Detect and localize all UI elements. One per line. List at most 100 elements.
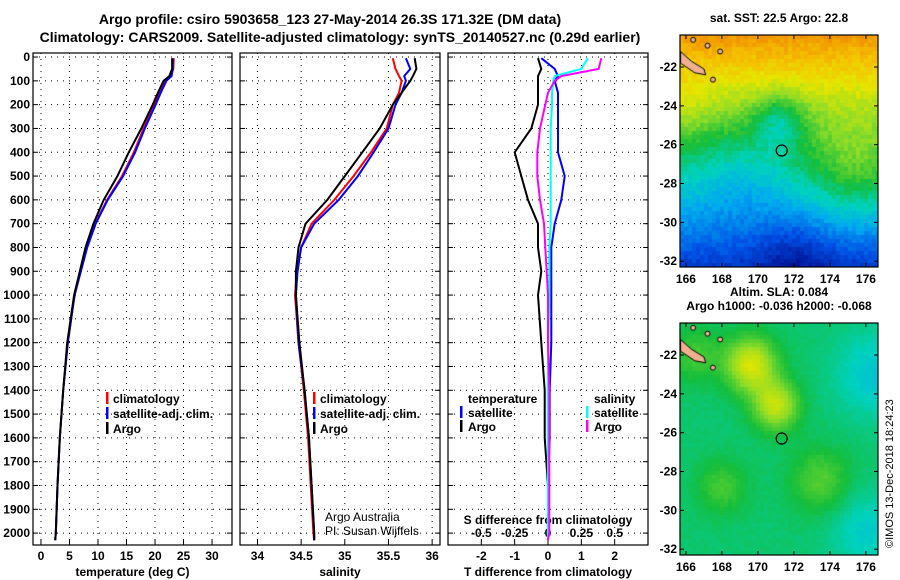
depth-tick-label: 300 [10,121,30,135]
depth-tick-label: 600 [10,193,30,207]
depth-tick-label: 1400 [3,383,30,397]
x-tick-label: 1 [578,549,585,563]
salinity-panel-frame [239,52,441,546]
x-tick-label: -1 [509,549,520,563]
lat-tick-label: -26 [660,138,678,152]
x-tick-label: -2 [476,549,487,563]
map-title: Argo h1000: -0.036 h2000: -0.068 [686,299,872,313]
x-tick-label: 2 [611,549,618,563]
depth-tick-label: 1600 [3,431,30,445]
legend-swatch [313,422,316,434]
depth-tick-label: 1500 [3,407,30,421]
lon-tick-label: 174 [820,560,840,574]
x-tick-label: 30 [205,549,219,563]
lat-tick-label: -32 [660,542,678,556]
legend-title: salinity [594,392,636,406]
x-tick-label: 36 [425,549,439,563]
legend-label: climatology [320,392,387,406]
depth-tick-label: 1300 [3,359,30,373]
lon-tick-label: 176 [856,272,876,286]
legend-swatch [313,407,316,419]
lat-tick-label: -30 [660,215,678,229]
depth-tick-label: 100 [10,74,30,88]
lat-tick-label: -24 [660,99,678,113]
legend-label: Argo [594,420,622,434]
legend-label: Argo [468,420,496,434]
depth-tick-label: 1900 [3,502,30,516]
legend-swatch [586,406,589,418]
watermark: ©IMOS 13-Dec-2018 18:24:23 [884,399,896,548]
depth-tick-label: 1000 [3,288,30,302]
series-line-argo [294,58,418,541]
lon-tick-label: 170 [748,560,768,574]
x-tick-label: 0 [38,549,45,563]
x-axis-label: T difference from climatology [464,565,632,579]
x-tick-label: 0 [545,549,552,563]
legend-label: satellite [468,406,513,420]
sla-map-image [680,323,878,555]
legend-title: temperature [468,392,538,406]
series-line-salinity-argo [536,57,603,541]
argo-position-marker [775,144,788,157]
lat-tick-label: -26 [660,426,678,440]
x-tick-label: 20 [148,549,162,563]
x-tick-label: 35 [338,549,352,563]
lon-tick-label: 176 [856,560,876,574]
legend-label: climatology [113,392,180,406]
x-tick-label: 25 [177,549,191,563]
series-line-temperature-satellite [540,57,566,541]
lon-tick-label: 174 [820,272,840,286]
s-tick-label: -0.25 [501,526,529,540]
lon-tick-label: 172 [784,272,804,286]
legend-swatch [586,420,589,432]
map-title: Altim. SLA: 0.084 [730,285,828,299]
series-line-argo [54,58,174,541]
series-line-salinity-satellite [547,57,589,541]
depth-tick-label: 1800 [3,478,30,492]
depth-tick-label: 900 [10,264,30,278]
s-tick-label: -0.5 [471,526,492,540]
difference-panel-frame [447,52,649,546]
sst-map-frame [679,34,879,268]
lat-tick-label: -24 [660,387,678,401]
legend-label: satellite-adj. clim. [113,407,213,421]
map-title: sat. SST: 22.5 Argo: 22.8 [710,11,849,25]
depth-tick-label: 200 [10,98,30,112]
lon-tick-label: 166 [676,272,696,286]
legend-swatch [106,422,109,434]
credit-line2: PI: Susan Wijffels [325,524,419,538]
lat-tick-label: -28 [660,465,678,479]
depth-tick-label: 500 [10,169,30,183]
series-line-temperature-argo [513,57,549,541]
legend-label: Argo [113,422,141,436]
depth-tick-label: 2000 [3,526,30,540]
legend-swatch [106,392,109,404]
x-tick-label: 10 [91,549,105,563]
lon-tick-label: 168 [712,272,732,286]
x-axis-label: salinity [319,565,361,579]
sla-map-frame [679,322,879,556]
lon-tick-label: 166 [676,560,696,574]
sst-map-image [680,35,878,267]
legend-label: satellite-adj. clim. [320,407,420,421]
s-tick-label: 0.25 [570,526,594,540]
legend-swatch [460,420,463,432]
legend-label: satellite [594,406,639,420]
lon-tick-label: 172 [784,560,804,574]
x-tick-label: 34.5 [289,549,313,563]
legend-swatch [106,407,109,419]
s-tick-label: 0.5 [606,526,623,540]
depth-tick-label: 0 [23,50,30,64]
depth-tick-label: 700 [10,217,30,231]
x-axis-label: temperature (deg C) [75,565,189,579]
title-line2: Climatology: CARS2009. Satellite-adjuste… [40,29,641,45]
x-tick-label: 15 [120,549,134,563]
legend-swatch [460,406,463,418]
series-line-satellite-adj-clim- [294,57,412,541]
lat-tick-label: -28 [660,177,678,191]
lat-tick-label: -32 [660,254,678,268]
legend-label: Argo [320,422,348,436]
credit-line1: Argo Australia [325,510,400,524]
